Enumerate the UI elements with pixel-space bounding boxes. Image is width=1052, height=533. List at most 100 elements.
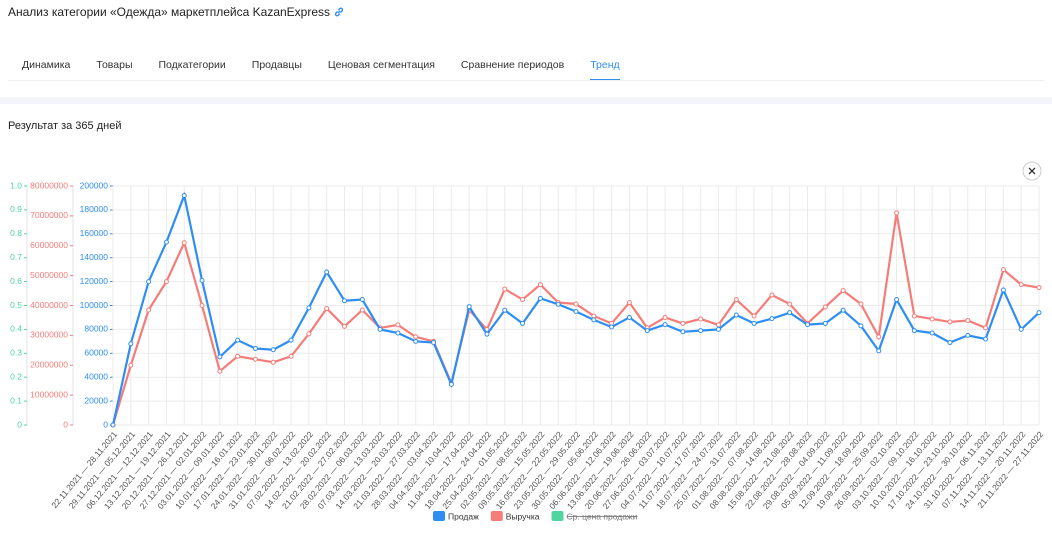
data-point bbox=[1000, 287, 1006, 293]
tab[interactable]: Подкатегории bbox=[158, 59, 226, 71]
data-point bbox=[911, 313, 917, 319]
data-point bbox=[1000, 267, 1006, 273]
tab[interactable]: Продавцы bbox=[251, 59, 302, 71]
y-tick-label: 120000 bbox=[80, 276, 109, 286]
data-point bbox=[787, 310, 793, 316]
y-tick-label: 0.8 bbox=[10, 228, 22, 238]
data-point bbox=[698, 328, 704, 334]
data-point bbox=[128, 341, 134, 347]
data-point bbox=[805, 322, 810, 328]
data-point bbox=[502, 286, 508, 292]
legend-swatch bbox=[551, 511, 564, 521]
data-point bbox=[680, 329, 686, 335]
data-point bbox=[431, 340, 437, 346]
data-point bbox=[894, 210, 900, 216]
data-point bbox=[733, 312, 739, 318]
data-point bbox=[395, 330, 401, 336]
data-point bbox=[787, 301, 793, 307]
y-tick-label: 0 bbox=[103, 419, 108, 429]
data-point bbox=[626, 300, 632, 306]
data-point bbox=[751, 313, 757, 319]
data-point bbox=[537, 295, 543, 301]
data-point bbox=[199, 277, 205, 283]
data-point bbox=[822, 320, 828, 326]
data-point bbox=[698, 316, 704, 322]
data-point bbox=[662, 322, 668, 328]
data-point bbox=[1036, 285, 1042, 291]
data-point bbox=[609, 324, 615, 330]
data-point bbox=[947, 340, 953, 346]
data-point bbox=[324, 305, 330, 311]
link-icon[interactable] bbox=[333, 6, 345, 18]
data-point bbox=[128, 362, 134, 368]
data-point bbox=[110, 422, 116, 428]
tabs: Динамика Товары Подкатегории Продавцы Ценова… bbox=[22, 59, 620, 80]
data-point bbox=[342, 298, 347, 304]
data-point bbox=[626, 314, 632, 320]
y-tick-label: 20000 bbox=[84, 395, 108, 405]
data-point bbox=[751, 320, 757, 326]
legend-label[interactable]: Выручка bbox=[506, 511, 540, 521]
data-point bbox=[359, 297, 365, 303]
data-point bbox=[1018, 282, 1024, 288]
y-tick-label: 0.1 bbox=[10, 395, 22, 405]
y-tick-label: 160000 bbox=[80, 228, 109, 238]
tab[interactable]: Товары bbox=[96, 59, 133, 71]
tab-divider bbox=[8, 80, 1044, 81]
data-point bbox=[840, 307, 846, 313]
data-point bbox=[466, 304, 472, 310]
data-point bbox=[199, 303, 205, 308]
data-point bbox=[413, 334, 419, 340]
page-title: Анализ категории «Одежда» маркетплейса K… bbox=[8, 5, 345, 19]
data-point bbox=[181, 240, 187, 246]
data-point bbox=[911, 328, 917, 334]
tab[interactable]: Сравнение периодов bbox=[460, 59, 565, 71]
data-point bbox=[306, 305, 312, 311]
data-point bbox=[876, 348, 882, 354]
y-tick-label: 200000 bbox=[80, 180, 109, 190]
data-point bbox=[537, 282, 543, 288]
data-point bbox=[306, 331, 312, 337]
data-point bbox=[324, 269, 330, 275]
y-tick-label: 20000000 bbox=[30, 360, 68, 370]
data-point bbox=[822, 304, 828, 310]
data-point bbox=[288, 353, 294, 359]
data-point bbox=[733, 297, 739, 303]
data-point bbox=[573, 308, 579, 314]
y-tick-label: 70000000 bbox=[30, 210, 68, 220]
data-point bbox=[965, 332, 971, 338]
data-point bbox=[288, 337, 294, 343]
data-point bbox=[983, 336, 989, 342]
y-tick-label: 60000000 bbox=[30, 240, 68, 250]
tab[interactable]: Динамика bbox=[22, 59, 71, 71]
y-tick-label: 140000 bbox=[80, 252, 109, 262]
y-tick-label: 40000 bbox=[84, 371, 108, 381]
data-point bbox=[662, 314, 668, 320]
y-tick-label: 100000 bbox=[80, 300, 109, 310]
y-tick-label: 0.2 bbox=[10, 371, 22, 381]
data-point bbox=[395, 322, 401, 328]
data-point bbox=[413, 338, 419, 344]
data-point bbox=[448, 381, 454, 387]
data-point bbox=[520, 320, 526, 326]
data-point bbox=[270, 359, 276, 365]
data-point bbox=[252, 356, 258, 362]
data-point bbox=[894, 297, 900, 303]
data-point bbox=[359, 307, 365, 313]
tab[interactable]: Тренд bbox=[590, 59, 620, 80]
data-point bbox=[929, 316, 935, 322]
legend-label[interactable]: Ср. цена продажи bbox=[567, 511, 638, 521]
data-point bbox=[181, 193, 187, 199]
data-point bbox=[715, 326, 721, 332]
data-point bbox=[377, 326, 383, 332]
result-label: Результат за 365 дней bbox=[8, 120, 122, 132]
y-tick-label: 180000 bbox=[80, 204, 109, 214]
legend-label[interactable]: Продаж bbox=[448, 511, 479, 521]
tab[interactable]: Ценовая сегментация bbox=[327, 59, 435, 71]
data-point bbox=[342, 323, 347, 329]
y-tick-label: 0 bbox=[63, 419, 68, 429]
legend-swatch bbox=[433, 511, 445, 521]
data-point bbox=[876, 334, 882, 340]
y-tick-label: 1.0 bbox=[10, 180, 22, 190]
